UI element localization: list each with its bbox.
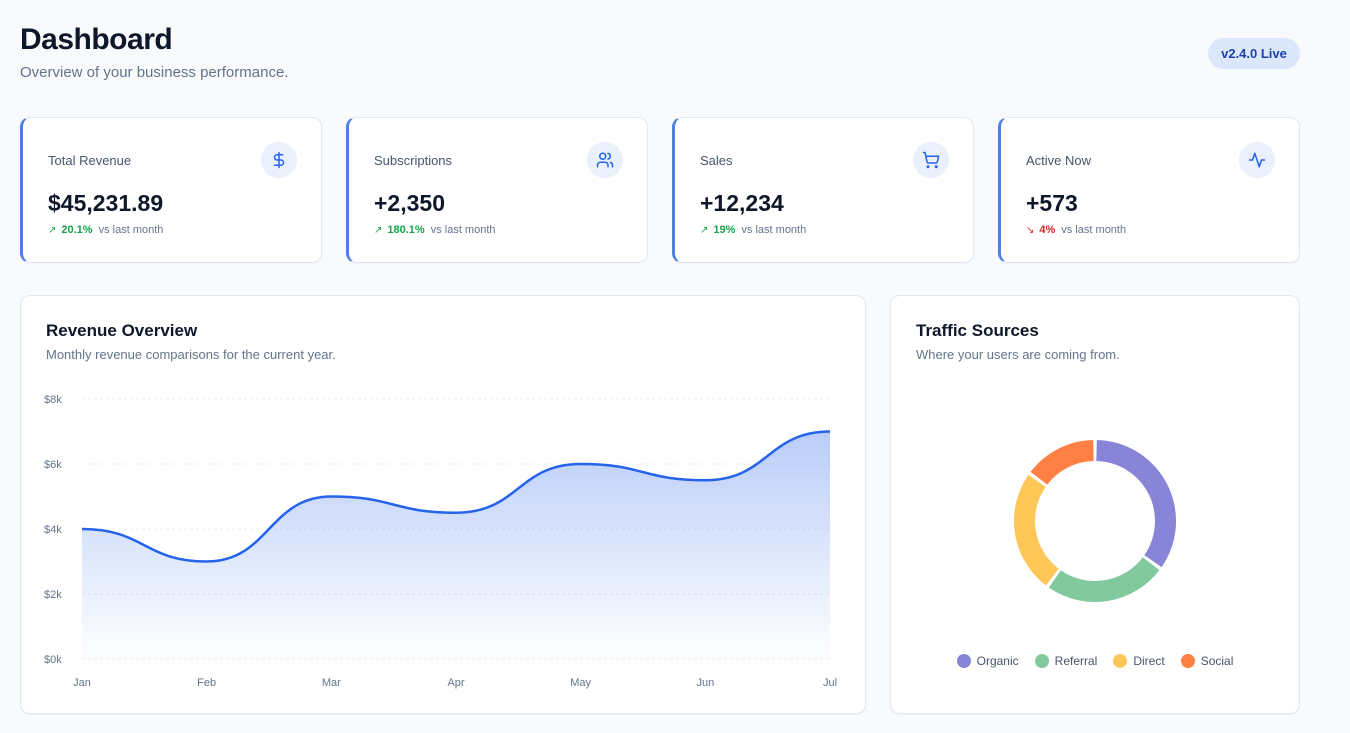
cart-icon [913,142,949,178]
y-tick-label: $4k [44,524,62,536]
revenue-area-chart[interactable]: $0k $2k $4k $6k $8k Jan Feb Mar Apr May Jun Jul [21,296,867,715]
x-tick-label: Apr [447,677,464,689]
stat-change: ↗ 180.1% vs last month [374,224,496,236]
x-tick-label: Jan [73,677,91,689]
area-fill [82,431,830,659]
legend-item-organic[interactable]: Organic [956,654,1019,668]
change-label: vs last month [741,224,807,236]
stat-value: $45,231.89 [48,190,164,216]
page-subtitle: Overview of your business performance. [20,64,289,81]
traffic-sources-card: Traffic Sources Where your users are com… [890,295,1300,714]
change-label: vs last month [1061,224,1127,236]
card-title: Revenue Overview [46,321,198,340]
legend-label: Direct [1133,654,1165,668]
page-header: Dashboard Overview of your business perf… [20,22,288,81]
stat-card-sales: Sales +12,234 ↗ 19% vs last month [672,117,974,263]
stat-label: Subscriptions [374,153,453,168]
legend-label: Referral [1054,654,1098,668]
legend-swatch [1113,654,1128,668]
x-tick-label: Jul [823,677,837,689]
series-line [81,430,831,563]
change-percent: 20.1% [61,224,93,236]
x-tick-label: Feb [197,677,216,689]
trend-down-icon: ↘ [1026,224,1035,236]
revenue-overview-card: Revenue Overview Monthly revenue compari… [20,295,866,714]
legend-swatch [1180,654,1195,668]
stat-label: Active Now [1026,153,1092,168]
change-label: vs last month [98,224,164,236]
legend-item-direct[interactable]: Direct [1113,654,1165,668]
stat-value: +573 [1026,190,1078,216]
card-title: Traffic Sources [916,321,1039,340]
legend-label: Organic [976,654,1019,668]
change-label: vs last month [430,224,496,236]
activity-icon [1239,142,1275,178]
stat-change: ↗ 19% vs last month [700,224,806,236]
y-tick-label: $8k [44,394,62,406]
trend-up-icon: ↗ [700,224,709,236]
stats-row: Total Revenue $45,231.89 ↗ 20.1% vs last… [20,117,1300,263]
y-tick-label: $0k [44,654,62,666]
stat-card-active-now: Active Now +573 ↘ 4% vs last month [998,117,1300,263]
card-subtitle: Where your users are coming from. [916,347,1120,362]
y-tick-label: $2k [44,589,62,601]
x-tick-label: Jun [696,677,714,689]
dollar-icon [261,142,297,178]
donut-slice-direct[interactable] [1014,474,1059,586]
page-title: Dashboard [20,23,173,56]
legend-item-referral[interactable]: Referral [1034,654,1098,668]
change-percent: 4% [1039,224,1056,236]
change-percent: 19% [713,224,736,236]
version-badge: v2.4.0 Live [1208,38,1300,69]
x-tick-label: Mar [322,677,341,689]
donut-slice-organic[interactable] [1096,440,1176,568]
legend-swatch [956,654,971,668]
traffic-donut-chart[interactable] [891,296,1299,715]
donut-slice-referral[interactable] [1048,557,1160,602]
trend-up-icon: ↗ [48,224,57,236]
y-tick-label: $6k [44,459,62,471]
stat-label: Sales [700,153,733,168]
legend-label: Social [1200,654,1234,668]
trend-up-icon: ↗ [374,224,383,236]
stat-label: Total Revenue [48,153,132,168]
change-percent: 180.1% [387,224,425,236]
donut-slice-social[interactable] [1030,440,1094,485]
legend-swatch [1034,654,1049,668]
stat-value: +12,234 [700,190,784,216]
stat-change: ↘ 4% vs last month [1026,224,1126,236]
users-icon [587,142,623,178]
card-subtitle: Monthly revenue comparisons for the curr… [46,347,336,362]
chart-legend: Organic Referral Direct Social [891,654,1299,668]
stat-card-total-revenue: Total Revenue $45,231.89 ↗ 20.1% vs last… [20,117,322,263]
legend-item-social[interactable]: Social [1180,654,1234,668]
stat-card-subscriptions: Subscriptions +2,350 ↗ 180.1% vs last mo… [346,117,648,263]
stat-change: ↗ 20.1% vs last month [48,224,163,236]
x-tick-label: May [570,677,591,689]
stat-value: +2,350 [374,190,445,216]
